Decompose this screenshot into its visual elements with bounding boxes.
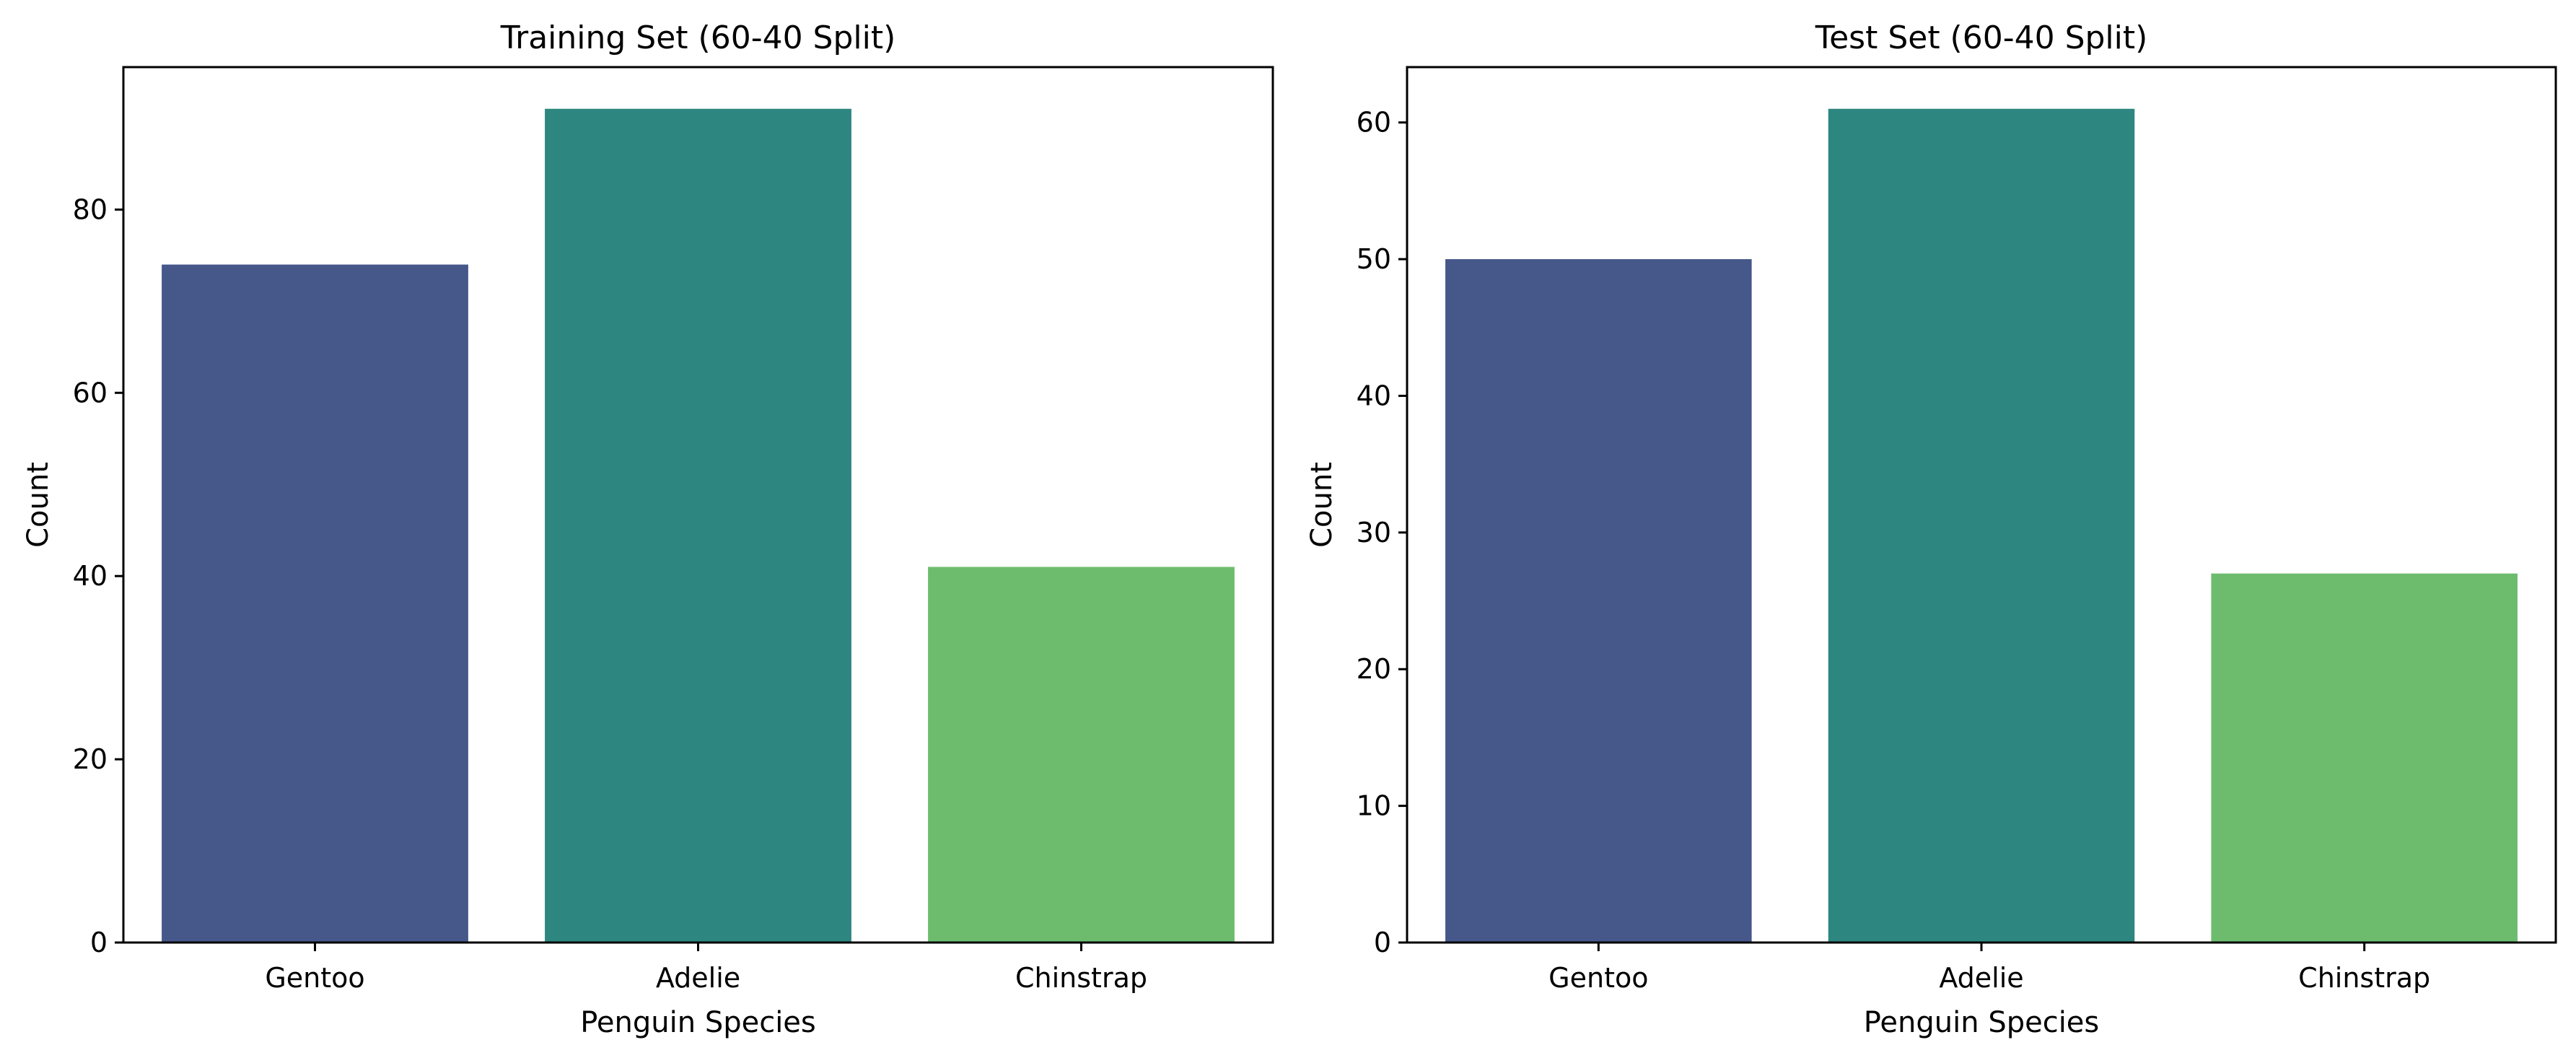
x-tick-label: Chinstrap [2298,962,2430,994]
y-tick-label: 80 [73,193,108,225]
x-tick-label: Adelie [656,962,740,994]
y-tick-label: 10 [1357,790,1391,822]
chart-title: Training Set (60-40 Split) [500,19,896,56]
x-ticks: Gentoo Adelie Chinstrap [1548,943,2430,994]
x-tick-label: Adelie [1939,962,2023,994]
bar-chinstrap [928,567,1235,943]
y-tick-label: 40 [1357,380,1391,411]
x-axis-label: Penguin Species [1864,1006,2100,1039]
y-ticks: 0 10 20 30 40 50 60 [1357,107,1407,958]
bar-group [1445,108,2518,943]
y-tick-label: 0 [90,927,108,958]
x-tick-label: Chinstrap [1015,962,1147,994]
bar-chinstrap [2211,573,2518,943]
bar-group [162,108,1235,943]
y-tick-label: 20 [73,743,108,775]
y-tick-label: 20 [1357,653,1391,685]
bar-gentoo [1445,259,1752,943]
chart-title: Test Set (60-40 Split) [1815,19,2148,56]
chart-test-set: Test Set (60-40 Split) Penguin Species C… [1305,19,2557,1039]
x-tick-label: Gentoo [265,962,364,994]
axes-frame [122,66,1274,944]
chart-training-set: Training Set (60-40 Split) Penguin Speci… [22,19,1274,1039]
x-axis-label: Penguin Species [580,1006,816,1039]
y-tick-label: 30 [1357,517,1391,548]
y-ticks: 0 20 40 60 80 [73,193,123,958]
bar-gentoo [162,264,468,943]
bar-adelie [1828,108,2135,943]
y-axis-label: Count [1305,462,1339,548]
axes-frame [1406,66,2557,944]
x-ticks: Gentoo Adelie Chinstrap [265,943,1147,994]
y-tick-label: 60 [1357,107,1391,139]
y-tick-label: 50 [1357,243,1391,275]
y-tick-label: 60 [73,377,108,408]
y-tick-label: 40 [73,560,108,592]
x-tick-label: Gentoo [1548,962,1648,994]
y-axis-label: Count [22,462,55,548]
y-tick-label: 0 [1374,927,1391,958]
bar-adelie [545,108,851,943]
